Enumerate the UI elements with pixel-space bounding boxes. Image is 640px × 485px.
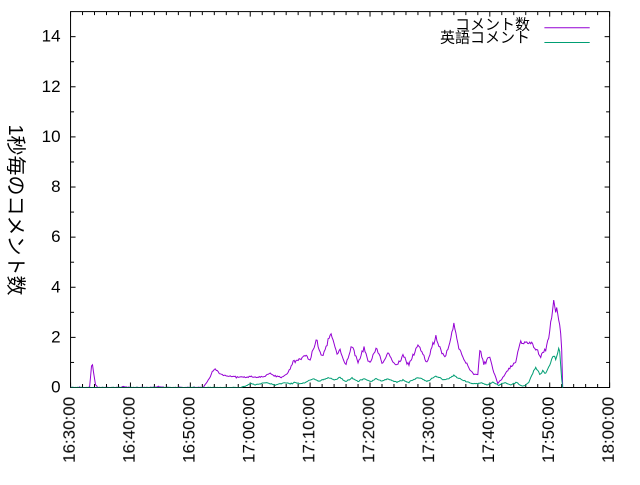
svg-text:4: 4 [51,277,60,296]
svg-text:16:50:00: 16:50:00 [179,397,198,463]
svg-text:1秒毎のコメント数: 1秒毎のコメント数 [4,124,27,295]
svg-text:17:40:00: 17:40:00 [479,397,498,463]
svg-text:12: 12 [42,77,61,96]
svg-text:2: 2 [51,327,60,346]
svg-text:8: 8 [51,177,60,196]
svg-text:6: 6 [51,227,60,246]
svg-text:17:20:00: 17:20:00 [359,397,378,463]
svg-text:18:00:00: 18:00:00 [599,397,618,463]
svg-text:17:30:00: 17:30:00 [419,397,438,463]
svg-text:17:50:00: 17:50:00 [539,397,558,463]
svg-text:16:30:00: 16:30:00 [60,397,79,463]
svg-text:0: 0 [51,378,60,397]
svg-text:16:40:00: 16:40:00 [119,397,138,463]
svg-text:17:00:00: 17:00:00 [239,397,258,463]
svg-text:10: 10 [42,127,61,146]
svg-text:英語コメント: 英語コメント [440,28,530,46]
svg-text:14: 14 [42,27,61,46]
svg-text:17:10:00: 17:10:00 [299,397,318,463]
